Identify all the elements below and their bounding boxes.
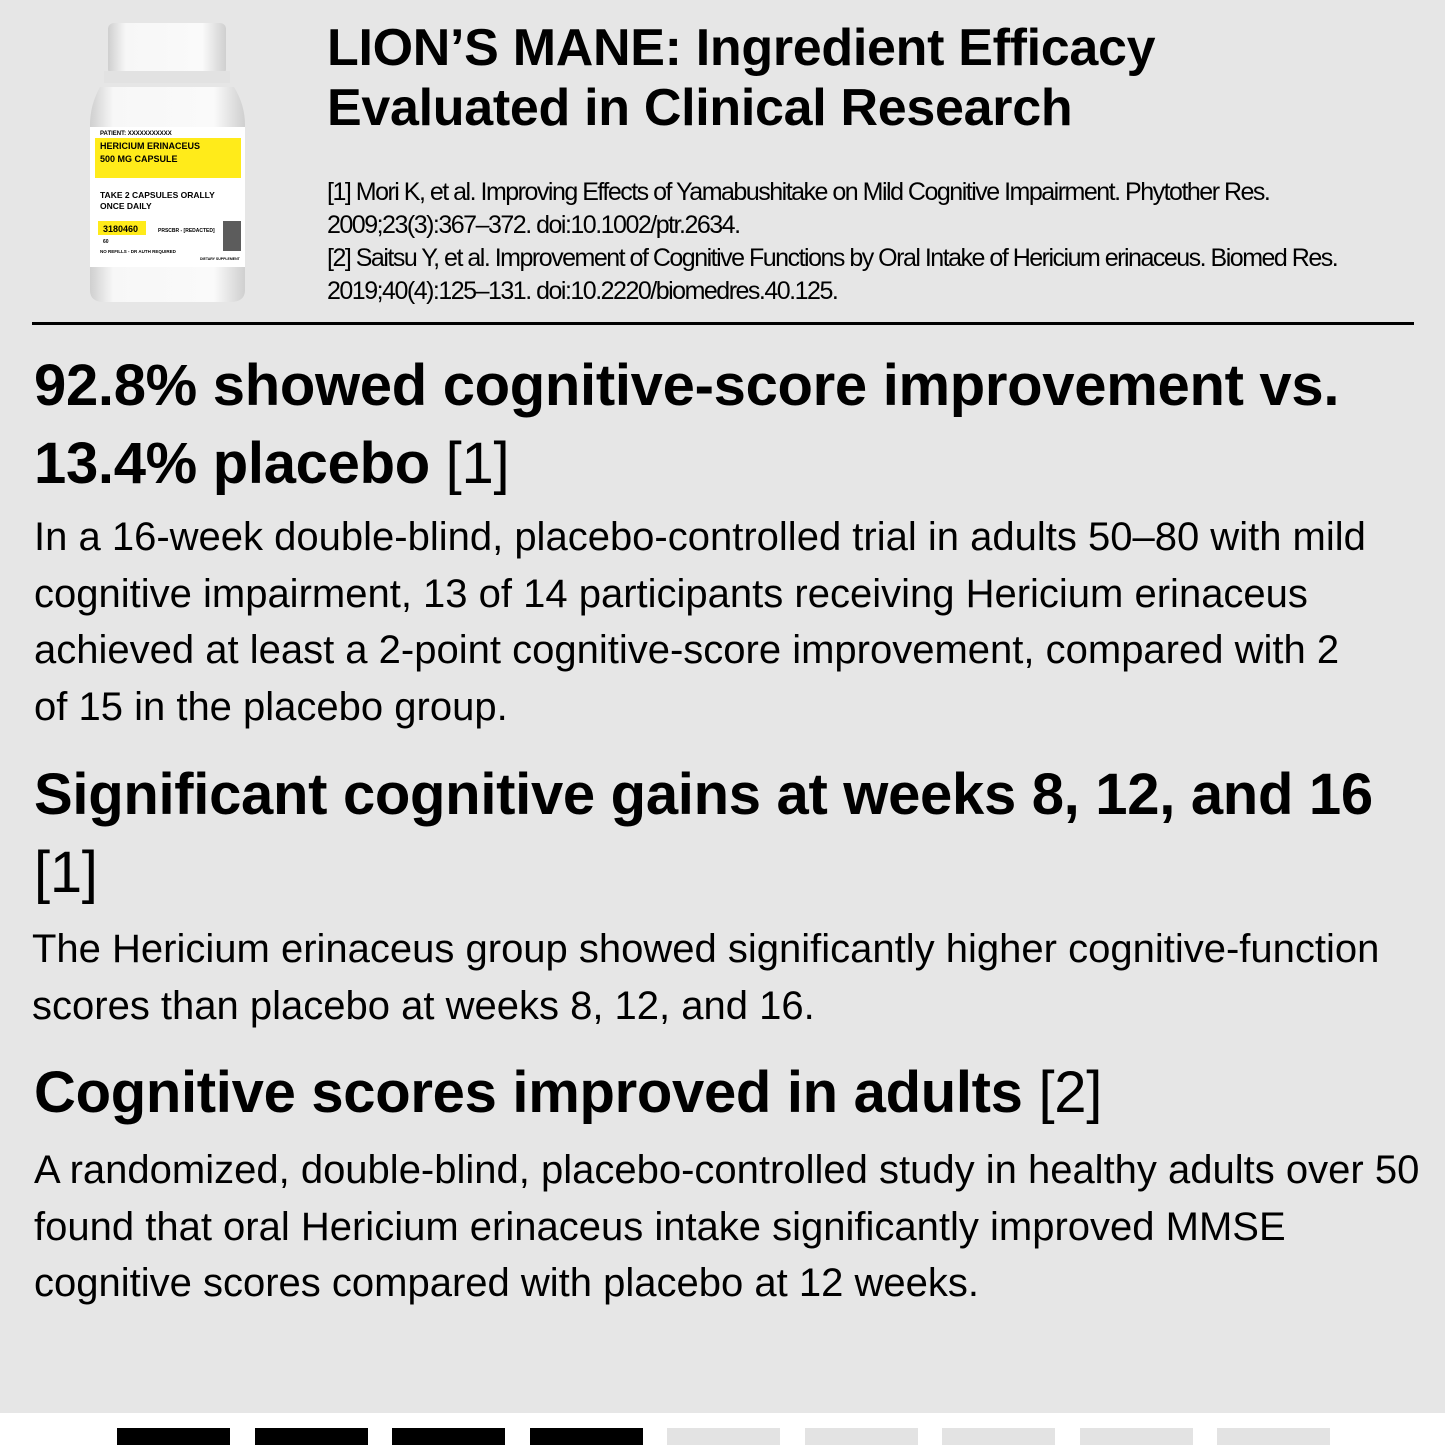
section-body: In a 16-week double-blind, placebo-contr…	[34, 515, 1366, 729]
bottle: PATIENT: XXXXXXXXXXX HERICIUM ERINACEUS …	[90, 23, 245, 302]
bottle-text: PRSCBR - [REDACTED]	[158, 228, 215, 234]
title: LION’S MANE: Ingredient Efficacy Evaluat…	[327, 18, 1156, 138]
divider	[32, 322, 1414, 325]
bottle-text: NO REFILLS - DR AUTH REQUIRED	[100, 249, 177, 254]
title-line: LION’S MANE: Ingredient Efficacy	[327, 19, 1156, 77]
progress-segment	[667, 1428, 780, 1445]
heading-text: Cognitive scores improved in adults	[34, 1060, 1023, 1125]
bottle-text: 500 MG CAPSULE	[100, 154, 178, 164]
section-body: The Hericium erinaceus group showed sign…	[32, 927, 1380, 1028]
bottle-text: PATIENT: XXXXXXXXXXX	[100, 131, 172, 137]
bottle-text: 60	[103, 239, 109, 245]
heading-text: 92.8% showed cognitive-score improvement…	[34, 353, 1340, 496]
progress-segment	[1217, 1428, 1330, 1445]
reference: [1] Mori K, et al. Improving Effects of …	[327, 178, 1271, 239]
citation: [2]	[1038, 1060, 1103, 1125]
citation: [1]	[34, 840, 98, 905]
progress-segment	[1080, 1428, 1193, 1445]
progress-segment	[255, 1428, 368, 1445]
progress-segment	[117, 1428, 230, 1445]
title-line: Evaluated in Clinical Research	[327, 79, 1073, 137]
section-heading: Cognitive scores improved in adults [2]	[34, 1054, 1424, 1132]
bottle-text: DIETARY SUPPLEMENT	[200, 257, 241, 261]
reference: [2] Saitsu Y, et al. Improvement of Cogn…	[327, 244, 1339, 305]
section-heading: Significant cognitive gains at weeks 8, …	[34, 756, 1424, 912]
bottle-text: ONCE DAILY	[100, 201, 152, 211]
heading-text: Significant cognitive gains at weeks 8, …	[34, 762, 1373, 827]
progress-segment	[942, 1428, 1055, 1445]
progress-segment	[805, 1428, 918, 1445]
section-heading: 92.8% showed cognitive-score improvement…	[34, 347, 1424, 503]
references: [1] Mori K, et al. Improving Effects of …	[327, 176, 1427, 308]
progress-segment	[392, 1428, 505, 1445]
section-body: A randomized, double-blind, placebo-cont…	[34, 1148, 1420, 1305]
citation: [1]	[445, 431, 510, 496]
bottle-text: HERICIUM ERINACEUS	[100, 141, 200, 151]
progress-segment	[530, 1428, 643, 1445]
bottle-text: TAKE 2 CAPSULES ORALLY	[100, 190, 215, 200]
progress-strip	[0, 1413, 1445, 1445]
bottle-text: 3180460	[103, 224, 138, 234]
